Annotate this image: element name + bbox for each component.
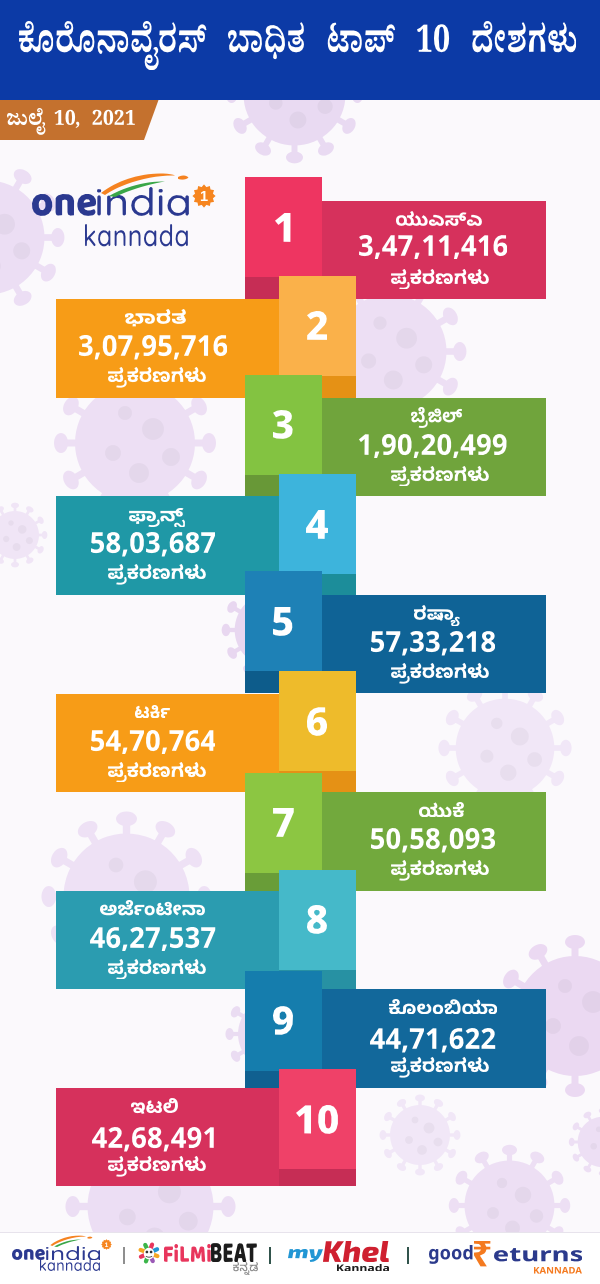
svg-text:1: 1 — [105, 1242, 109, 1249]
svg-text:1: 1 — [199, 189, 207, 205]
